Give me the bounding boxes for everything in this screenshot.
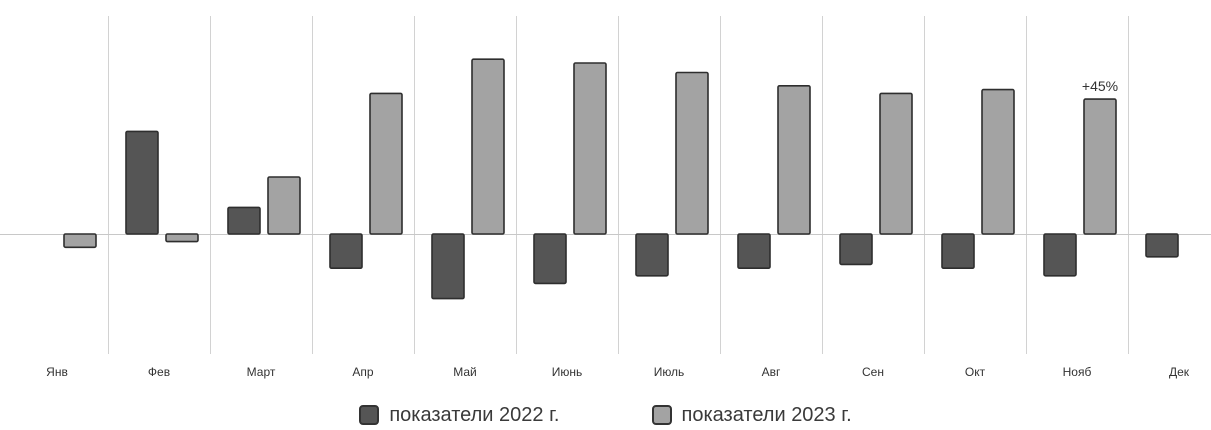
legend-swatch-2023 [651,405,672,425]
bar-s0-Дек [1145,233,1179,258]
tick-label-9: Окт [965,365,986,379]
bar-s0-Окт [941,233,975,270]
tick-label-11: Дек [1169,365,1190,379]
tick-label-5: Июнь [552,365,583,379]
bar-s0-Фев [125,130,159,235]
tick-label-2: Март [247,365,276,379]
bar-s0-Сен [839,233,873,266]
bar-s1-Янв [63,233,97,249]
annotations-group: +45% [1082,78,1118,94]
bar-s1-Май [471,58,505,235]
bar-s1-Июль [675,71,709,235]
bar-s1-Апр [369,92,403,235]
bar-s1-Фев [165,233,199,243]
bar-s0-Март [227,206,261,235]
bar-s1-Нояб [1083,98,1117,235]
category-separators [108,16,1129,354]
bar-s0-Апр [329,233,363,270]
legend-swatch-2022 [359,405,380,425]
bar-s0-Нояб [1043,233,1077,277]
tick-label-8: Сен [862,365,884,379]
legend-label-2022: показатели 2022 г. [389,403,560,426]
bar-s1-Июнь [573,62,607,235]
bar-s0-Авг [737,233,771,270]
tick-label-7: Авг [762,365,781,379]
annotation-0: +45% [1082,78,1118,94]
legend: показатели 2022 г. показатели 2023 г. [0,400,1211,430]
tick-label-6: Июль [654,365,685,379]
tick-label-0: Янв [46,365,68,379]
tick-label-3: Апр [352,365,374,379]
bar-s1-Авг [777,85,811,235]
bar-s0-Июнь [533,233,567,285]
bar-s0-Июль [635,233,669,277]
legend-label-2023: показатели 2023 г. [681,403,852,426]
tick-label-4: Май [453,365,477,379]
bars-group [63,58,1179,300]
bar-s1-Окт [981,88,1015,235]
bar-s1-Сен [879,92,913,235]
bar-chart: Янв Фев Март Апр Май Июнь Июль Авг Сен Окт Нояб Дек… [0,16,1211,379]
x-axis-labels: Янв Фев Март Апр Май Июнь Июль Авг Сен Окт Нояб Дек [46,365,1190,379]
bar-s0-Май [431,233,465,300]
tick-label-10: Нояб [1063,365,1092,379]
tick-label-1: Фев [148,365,170,379]
bar-s1-Март [267,176,301,235]
legend-item-2023: показатели 2023 г. [651,403,852,427]
legend-item-2022: показатели 2022 г. [359,403,560,427]
